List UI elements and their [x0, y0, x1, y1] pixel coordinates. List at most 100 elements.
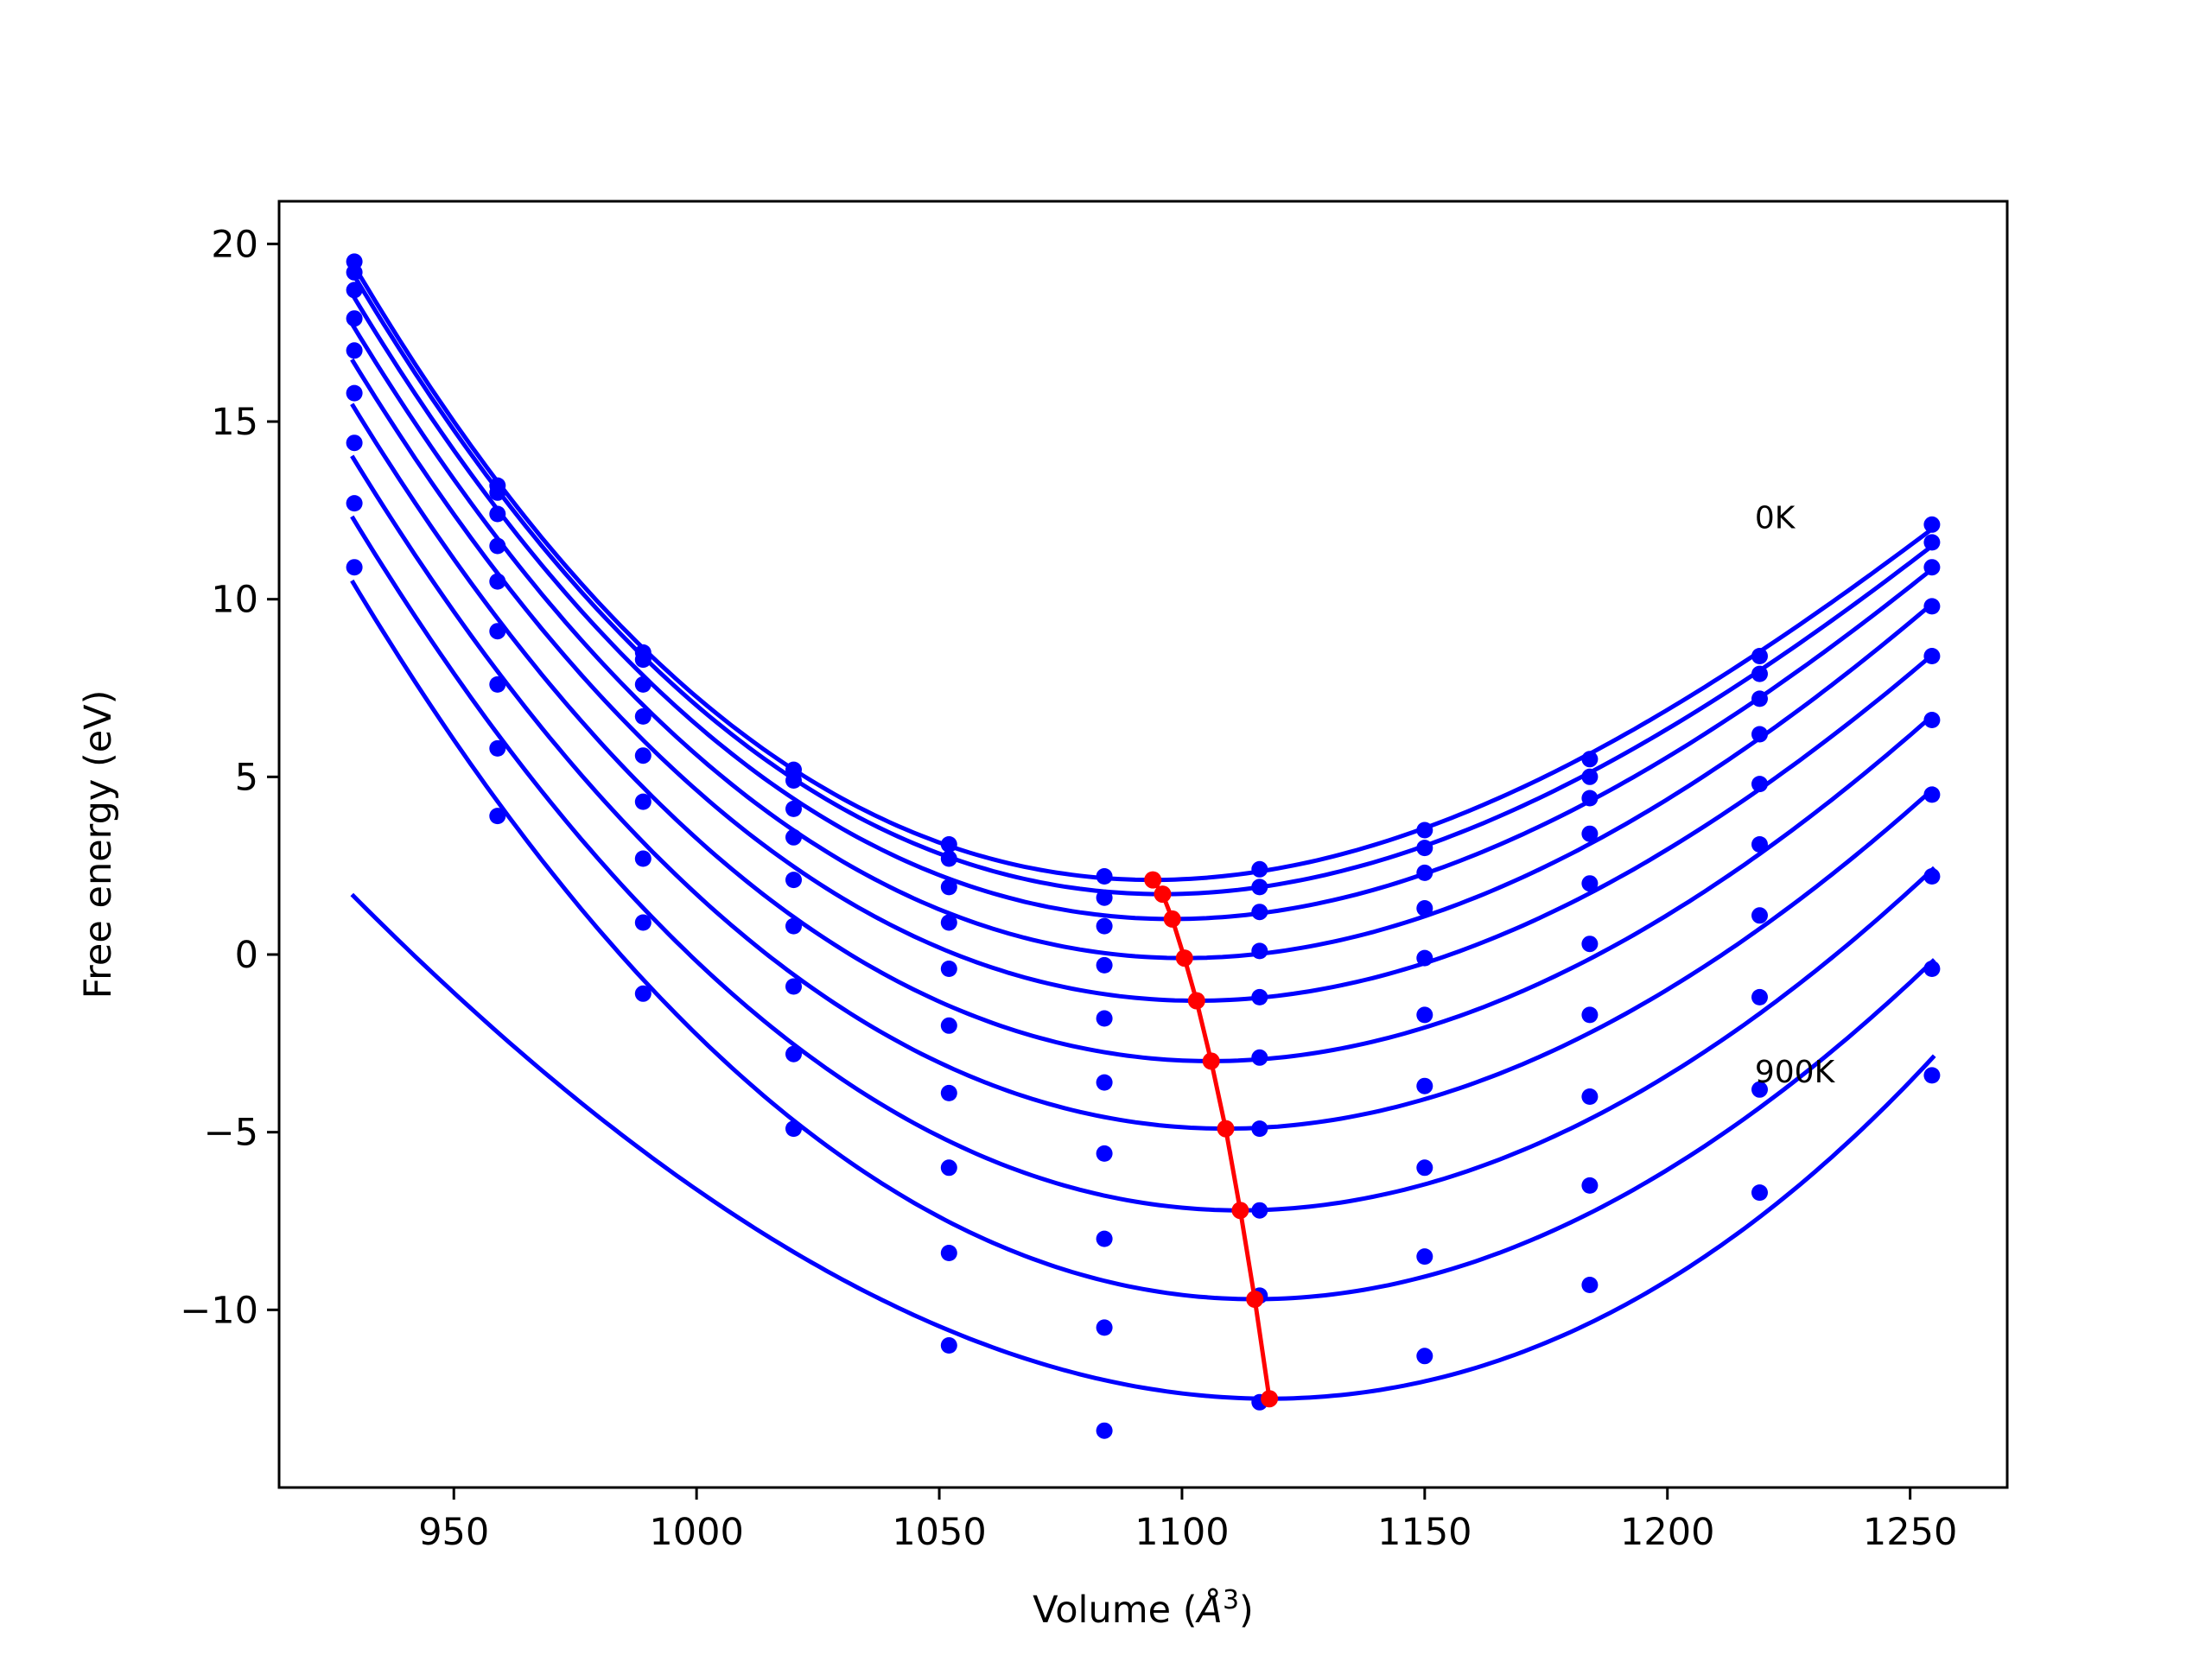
data-point-4-2 [634, 747, 652, 764]
x-tick-label: 950 [418, 1511, 489, 1554]
fit-curve-1 [350, 270, 1936, 897]
minimum-point-0 [1144, 871, 1162, 889]
data-point-8-5 [1096, 1319, 1113, 1336]
data-point-1-10 [1923, 534, 1941, 551]
data-point-8-1 [489, 808, 506, 825]
fit-curve-3 [350, 322, 1936, 961]
data-point-5-0 [346, 384, 363, 402]
data-point-5-10 [1923, 712, 1941, 728]
minimum-point-1 [1154, 885, 1172, 904]
data-point-4-8 [1581, 875, 1599, 892]
data-point-4-7 [1416, 949, 1433, 967]
data-point-6-3 [785, 978, 802, 995]
data-point-3-2 [634, 707, 652, 725]
data-point-9-7 [1416, 1348, 1433, 1365]
data-point-6-1 [489, 676, 506, 693]
data-point-5-4 [940, 1017, 957, 1034]
data-point-4-0 [346, 342, 363, 359]
y-tick-label: 15 [211, 401, 258, 444]
data-point-3-4 [940, 914, 957, 931]
data-point-3-0 [346, 310, 363, 327]
x-tick-label: 1000 [649, 1511, 743, 1554]
data-point-4-5 [1096, 1010, 1113, 1027]
data-point-5-1 [489, 623, 506, 640]
data-point-9-4 [940, 1337, 957, 1354]
minimum-point-7 [1231, 1202, 1249, 1220]
data-point-4-9 [1751, 776, 1768, 793]
data-point-2-4 [940, 879, 957, 896]
data-point-6-7 [1416, 1077, 1433, 1094]
fit-curve-8 [350, 579, 1936, 1302]
data-point-9-5 [1096, 1422, 1113, 1439]
data-point-8-7 [1416, 1248, 1433, 1266]
x-tick-label: 1200 [1620, 1511, 1714, 1554]
data-point-8-0 [346, 559, 363, 576]
data-point-1-1 [489, 484, 506, 501]
data-point-7-7 [1416, 1159, 1433, 1177]
data-point-8-9 [1751, 1081, 1768, 1098]
x-axis-label-unit: Å [1195, 1588, 1223, 1632]
data-point-4-10 [1923, 648, 1941, 664]
data-point-7-3 [785, 1045, 802, 1063]
data-point-7-5 [1096, 1230, 1113, 1247]
y-tick-label: 20 [211, 223, 258, 266]
y-tick-label: −10 [180, 1289, 258, 1332]
minimum-point-2 [1163, 910, 1181, 928]
minimum-point-9 [1261, 1390, 1279, 1408]
minimum-point-5 [1202, 1052, 1220, 1070]
data-point-3-8 [1581, 825, 1599, 842]
minimum-point-6 [1217, 1120, 1235, 1138]
fit-curve-7 [350, 515, 1936, 1213]
data-point-1-3 [785, 772, 802, 789]
data-point-3-6 [1251, 942, 1268, 960]
x-tick-label: 1050 [892, 1511, 986, 1554]
data-point-7-8 [1581, 1088, 1599, 1105]
data-point-7-0 [346, 495, 363, 512]
fit-curve-9 [350, 892, 1936, 1401]
data-point-7-4 [940, 1159, 957, 1177]
data-point-3-7 [1416, 900, 1433, 917]
data-point-2-7 [1416, 864, 1433, 881]
data-point-2-9 [1751, 690, 1768, 707]
minimum-point-4 [1187, 992, 1205, 1010]
data-point-5-5 [1096, 1074, 1113, 1091]
data-point-3-3 [785, 828, 802, 846]
data-point-9-10 [1923, 1067, 1941, 1084]
data-point-0-4 [940, 836, 957, 853]
data-point-6-2 [634, 850, 652, 867]
data-point-1-6 [1251, 879, 1268, 896]
x-axis-label-close: ) [1239, 1589, 1254, 1632]
data-point-4-6 [1251, 988, 1268, 1005]
data-point-0-8 [1581, 751, 1599, 768]
data-point-6-9 [1751, 907, 1768, 924]
data-point-1-5 [1096, 889, 1113, 906]
data-point-2-8 [1581, 790, 1599, 807]
x-axis-label: Volume (Å3) [1033, 1585, 1254, 1632]
data-point-9-8 [1581, 1277, 1599, 1293]
fit-curves-layer [350, 261, 1936, 1401]
fit-curve-0 [350, 261, 1936, 883]
data-point-6-8 [1581, 1006, 1599, 1024]
x-axis-ticks: 950 1000 1050 1100 1150 1200 1250 [418, 1488, 1957, 1554]
fit-curve-5 [350, 403, 1936, 1063]
data-point-0-6 [1251, 860, 1268, 878]
data-point-8-2 [634, 985, 652, 1002]
data-point-0-10 [1923, 516, 1941, 533]
data-point-6-6 [1251, 1120, 1268, 1138]
x-axis-label-text: Volume ( [1033, 1589, 1197, 1632]
data-point-1-2 [634, 651, 652, 669]
minimum-path-line [1151, 879, 1272, 1399]
minimum-point-8 [1246, 1291, 1264, 1308]
fit-curve-6 [350, 454, 1936, 1132]
y-tick-label: 0 [235, 934, 258, 977]
data-point-3-5 [1096, 956, 1113, 974]
x-tick-label: 1150 [1377, 1511, 1471, 1554]
data-point-7-2 [634, 914, 652, 931]
minimum-path-layer [1144, 871, 1279, 1408]
axes-frame [277, 200, 2009, 1489]
data-point-8-10 [1923, 961, 1941, 977]
data-point-4-3 [785, 872, 802, 889]
data-point-1-7 [1416, 840, 1433, 857]
